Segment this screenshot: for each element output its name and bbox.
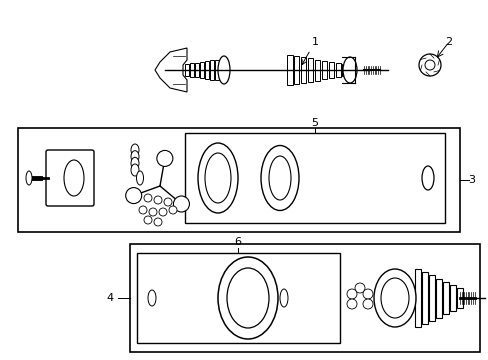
Circle shape	[139, 206, 147, 214]
Bar	[195, 63, 199, 77]
Bar	[321, 60, 326, 79]
Bar	[449, 285, 455, 311]
Text: 2: 2	[445, 37, 451, 47]
Circle shape	[424, 60, 434, 70]
Ellipse shape	[342, 57, 356, 83]
Circle shape	[173, 196, 189, 212]
Bar	[307, 58, 313, 82]
Bar	[18, 128, 459, 232]
Circle shape	[154, 196, 162, 204]
Ellipse shape	[26, 171, 32, 185]
Ellipse shape	[268, 156, 290, 200]
Bar	[200, 62, 203, 78]
FancyBboxPatch shape	[46, 150, 94, 206]
Bar	[201, 276, 208, 319]
Ellipse shape	[131, 151, 139, 163]
Bar	[334, 154, 345, 202]
Ellipse shape	[198, 143, 238, 213]
Ellipse shape	[380, 278, 408, 318]
Bar	[422, 272, 427, 324]
Ellipse shape	[64, 160, 84, 196]
Circle shape	[346, 299, 356, 309]
Bar	[349, 158, 360, 198]
Bar	[443, 282, 447, 314]
Ellipse shape	[280, 289, 287, 307]
Bar	[220, 59, 224, 81]
Bar	[328, 62, 333, 78]
Circle shape	[169, 206, 177, 214]
Ellipse shape	[218, 257, 278, 339]
Circle shape	[159, 208, 167, 216]
Circle shape	[354, 283, 364, 293]
Circle shape	[143, 194, 152, 202]
Ellipse shape	[131, 144, 139, 156]
Ellipse shape	[261, 145, 298, 211]
Bar	[185, 64, 188, 76]
Bar	[394, 168, 405, 188]
Bar	[335, 63, 340, 77]
Bar	[314, 59, 320, 81]
Ellipse shape	[218, 56, 229, 84]
Bar	[294, 56, 299, 84]
Text: 5: 5	[311, 118, 318, 128]
Bar	[304, 148, 315, 208]
Bar	[436, 279, 441, 318]
Bar	[190, 280, 198, 316]
Circle shape	[149, 208, 157, 216]
Ellipse shape	[204, 153, 230, 203]
Bar	[159, 291, 166, 305]
Bar	[342, 64, 347, 76]
Circle shape	[163, 198, 172, 206]
Text: 1: 1	[301, 37, 318, 65]
Ellipse shape	[148, 290, 156, 306]
Bar	[428, 275, 434, 321]
Bar	[184, 133, 444, 223]
Bar	[210, 60, 213, 80]
Circle shape	[418, 54, 440, 76]
Bar	[456, 288, 462, 308]
Bar	[379, 165, 390, 192]
Bar	[415, 269, 420, 327]
Ellipse shape	[131, 157, 139, 169]
Text: 4: 4	[106, 293, 113, 303]
Circle shape	[154, 218, 162, 226]
Bar	[364, 161, 375, 195]
Bar	[130, 244, 479, 352]
Ellipse shape	[421, 166, 433, 190]
Bar	[287, 55, 292, 85]
Bar	[319, 151, 330, 205]
Text: 3: 3	[468, 175, 474, 185]
Circle shape	[125, 188, 142, 203]
Bar	[137, 253, 339, 343]
Bar	[301, 57, 305, 83]
Polygon shape	[155, 48, 186, 92]
Bar	[190, 63, 193, 77]
Circle shape	[346, 289, 356, 299]
Circle shape	[143, 216, 152, 224]
Bar	[211, 273, 218, 323]
Bar	[408, 171, 420, 185]
Ellipse shape	[226, 268, 268, 328]
Circle shape	[362, 289, 372, 299]
Ellipse shape	[131, 164, 139, 176]
Bar	[180, 284, 187, 312]
Bar	[205, 61, 208, 79]
Ellipse shape	[136, 171, 143, 185]
Circle shape	[157, 150, 173, 166]
Ellipse shape	[373, 269, 415, 327]
Circle shape	[362, 299, 372, 309]
Text: 6: 6	[234, 237, 241, 247]
Bar	[215, 60, 219, 80]
Bar	[169, 287, 177, 309]
